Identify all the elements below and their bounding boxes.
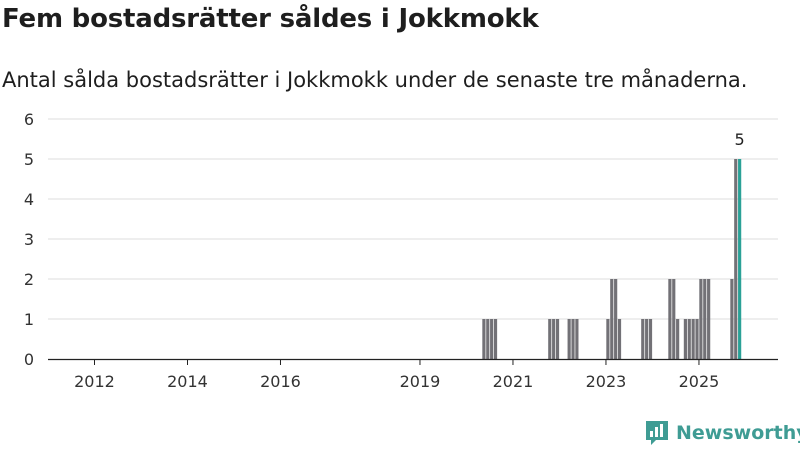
x-tick-label: 2021: [493, 372, 534, 391]
data-labels: 5: [735, 130, 745, 149]
bar: [567, 319, 571, 359]
bar: [687, 319, 691, 359]
bar: [617, 319, 622, 359]
bar: [668, 279, 672, 359]
bar: [493, 319, 498, 359]
bar: [645, 319, 649, 359]
bar: [676, 319, 680, 359]
y-tick-label: 3: [24, 230, 34, 249]
chart-subtitle: Antal sålda bostadsrätter i Jokkmokk und…: [2, 68, 748, 92]
bar: [610, 279, 614, 359]
brand-name: Newsworthy: [676, 422, 800, 444]
bar: [730, 279, 734, 359]
y-tick-label: 4: [24, 190, 34, 209]
newsworthy-logo-icon: [646, 421, 668, 445]
y-tick-label: 5: [24, 150, 34, 169]
bar: [575, 319, 579, 359]
bar: [571, 319, 575, 359]
bar: [548, 319, 552, 359]
bar: [648, 319, 653, 359]
bar: [699, 279, 703, 359]
bar-highlight: [738, 159, 742, 359]
bar: [707, 279, 711, 359]
bar: [641, 319, 645, 359]
bar: [486, 319, 490, 359]
data-label: 5: [735, 130, 745, 149]
x-tick-label: 2016: [260, 372, 301, 391]
x-tick-label: 2025: [679, 372, 720, 391]
bar: [672, 279, 676, 359]
grid-lines: [48, 118, 778, 320]
brand: Newsworthy: [644, 419, 800, 447]
y-tick-label: 2: [24, 270, 34, 289]
bar: [606, 319, 610, 359]
y-axis: 0 1 2 3 4 5 6: [24, 110, 34, 369]
x-tick-label: 2023: [586, 372, 627, 391]
x-tick-label: 2012: [74, 372, 115, 391]
x-axis: 2012 2014 2016 2019 2021 2023 2025: [48, 358, 778, 391]
bar: [695, 319, 699, 359]
bar: [482, 319, 486, 359]
x-tick-label: 2019: [400, 372, 441, 391]
bar: [552, 319, 556, 359]
bar: [734, 159, 738, 359]
bar: [683, 319, 687, 359]
y-tick-label: 1: [24, 310, 34, 329]
bar: [490, 319, 494, 359]
y-tick-label: 0: [24, 350, 34, 369]
chart-title: Fem bostadsrätter såldes i Jokkmokk: [2, 4, 539, 34]
x-tick-label: 2014: [167, 372, 208, 391]
y-tick-label: 6: [24, 110, 34, 129]
bar: [691, 319, 695, 359]
bar: [555, 319, 560, 359]
bar: [614, 279, 618, 359]
bar: [703, 279, 707, 359]
bar-series: [482, 159, 742, 359]
